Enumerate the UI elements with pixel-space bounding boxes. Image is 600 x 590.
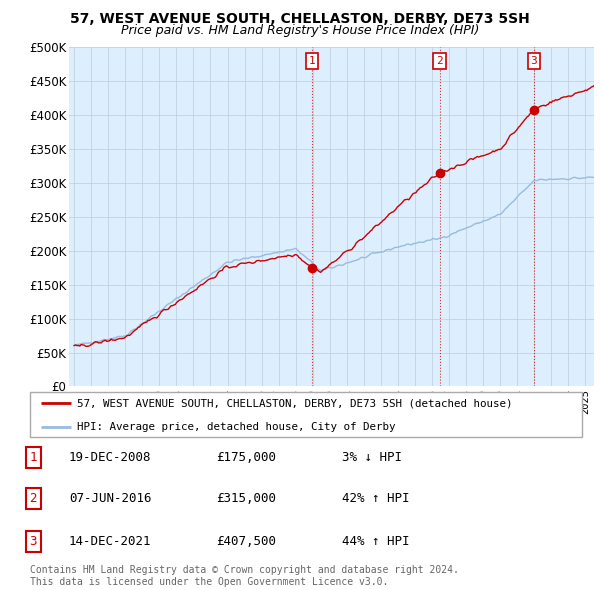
Text: Price paid vs. HM Land Registry's House Price Index (HPI): Price paid vs. HM Land Registry's House … <box>121 24 479 37</box>
Text: 3: 3 <box>530 56 537 65</box>
Text: £175,000: £175,000 <box>216 451 276 464</box>
Text: Contains HM Land Registry data © Crown copyright and database right 2024.
This d: Contains HM Land Registry data © Crown c… <box>30 565 459 587</box>
Text: 1: 1 <box>29 451 37 464</box>
Text: 07-JUN-2016: 07-JUN-2016 <box>69 492 151 505</box>
Text: 14-DEC-2021: 14-DEC-2021 <box>69 535 151 548</box>
Text: HPI: Average price, detached house, City of Derby: HPI: Average price, detached house, City… <box>77 422 395 432</box>
Text: £407,500: £407,500 <box>216 535 276 548</box>
Text: 3% ↓ HPI: 3% ↓ HPI <box>342 451 402 464</box>
Text: 19-DEC-2008: 19-DEC-2008 <box>69 451 151 464</box>
Text: 57, WEST AVENUE SOUTH, CHELLASTON, DERBY, DE73 5SH: 57, WEST AVENUE SOUTH, CHELLASTON, DERBY… <box>70 12 530 26</box>
Text: 3: 3 <box>29 535 37 548</box>
Text: 42% ↑ HPI: 42% ↑ HPI <box>342 492 409 505</box>
Text: 1: 1 <box>308 56 316 65</box>
Text: 2: 2 <box>436 56 443 65</box>
Text: 2: 2 <box>29 492 37 505</box>
Text: 57, WEST AVENUE SOUTH, CHELLASTON, DERBY, DE73 5SH (detached house): 57, WEST AVENUE SOUTH, CHELLASTON, DERBY… <box>77 398 512 408</box>
Text: 44% ↑ HPI: 44% ↑ HPI <box>342 535 409 548</box>
Text: £315,000: £315,000 <box>216 492 276 505</box>
